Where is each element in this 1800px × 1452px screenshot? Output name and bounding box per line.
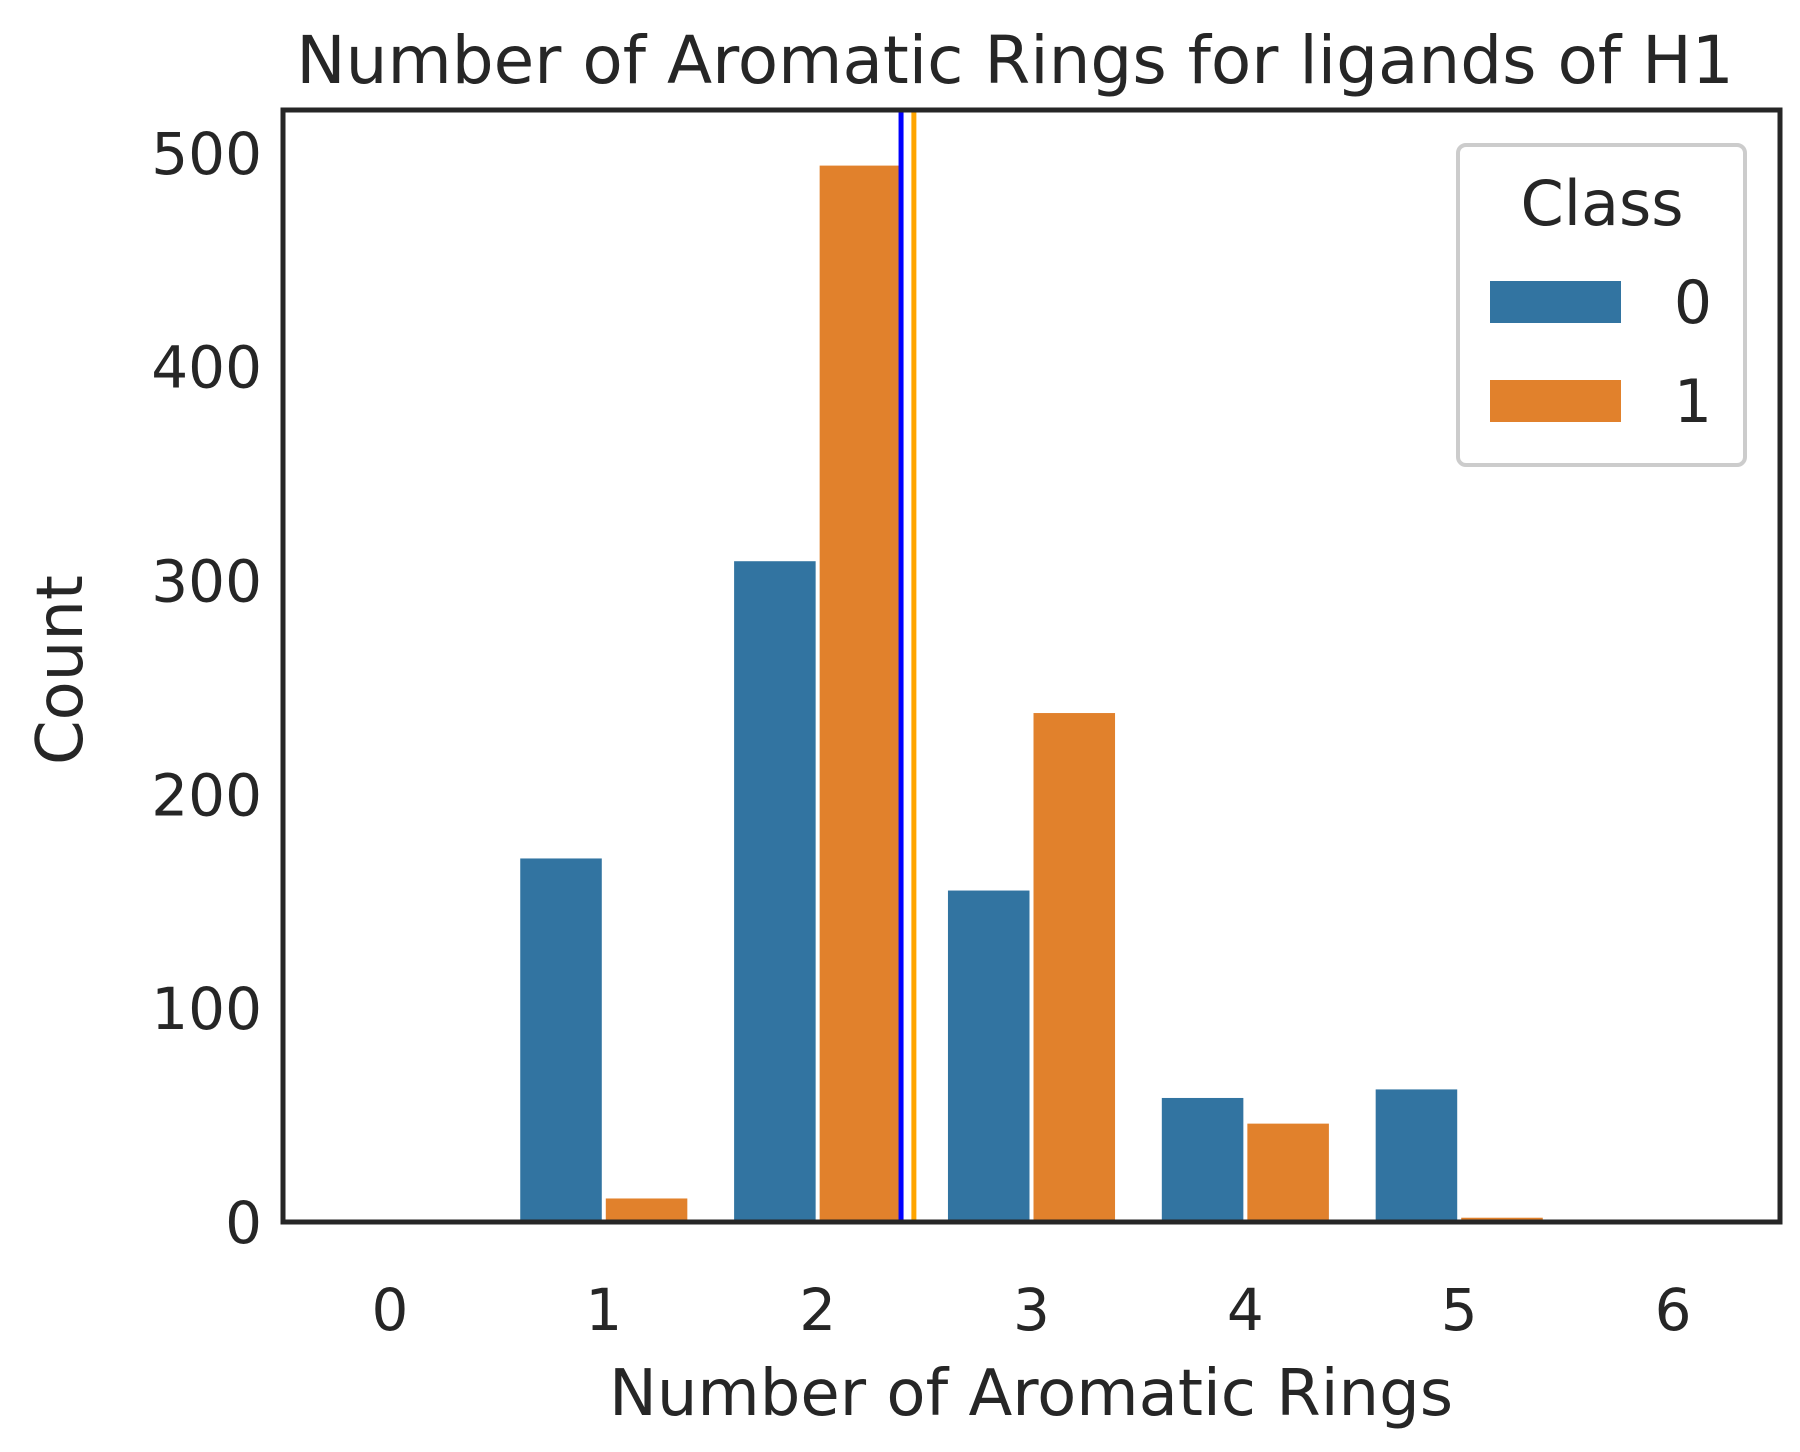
legend-label-0: 0	[1674, 268, 1712, 338]
plot-frame	[280, 107, 1783, 1225]
bar-class-1-rings-2	[819, 165, 902, 1223]
legend-label-1: 1	[1674, 367, 1712, 437]
bar-class-1-rings-4	[1247, 1123, 1329, 1222]
y-tick-label: 0	[225, 1189, 262, 1257]
y-tick-label: 200	[151, 761, 262, 829]
bar-class-1-rings-1	[605, 1198, 688, 1222]
legend-swatch-0	[1490, 281, 1621, 323]
y-tick-label: 300	[151, 547, 262, 615]
x-tick-label: 2	[799, 1276, 836, 1344]
chart-title: Number of Aromatic Rings for ligands of …	[296, 22, 1733, 99]
x-tick-label: 0	[371, 1276, 408, 1344]
reference-lines	[898, 110, 917, 1222]
y-tick-label: 100	[151, 975, 262, 1043]
bar-class-1-rings-3	[1033, 713, 1116, 1222]
bar-class-0-rings-5	[1375, 1089, 1458, 1222]
legend: Class 0 1	[1456, 143, 1747, 467]
bar-class-0-rings-4	[1161, 1097, 1244, 1222]
x-tick-label: 3	[1013, 1276, 1050, 1344]
x-axis-ticks: 0 1 2 3 4 5 6	[371, 1276, 1691, 1344]
x-tick-label: 6	[1655, 1276, 1692, 1344]
legend-swatch-1	[1490, 380, 1621, 422]
x-tick-label: 4	[1227, 1276, 1264, 1344]
bar-class-0-rings-2	[734, 561, 816, 1222]
plot-bars	[520, 165, 1543, 1223]
legend-title: Class	[1520, 167, 1683, 240]
y-tick-label: 400	[151, 334, 262, 402]
bar-class-0-rings-3	[947, 890, 1030, 1222]
x-tick-label: 1	[585, 1276, 622, 1344]
bar-class-0-rings-1	[520, 858, 602, 1222]
x-tick-label: 5	[1441, 1276, 1478, 1344]
x-axis-label: Number of Aromatic Rings	[609, 1357, 1453, 1431]
y-tick-label: 500	[151, 120, 262, 188]
y-axis-label: Count	[24, 575, 98, 765]
y-axis-ticks: 0 100 200 300 400 500	[151, 120, 262, 1257]
